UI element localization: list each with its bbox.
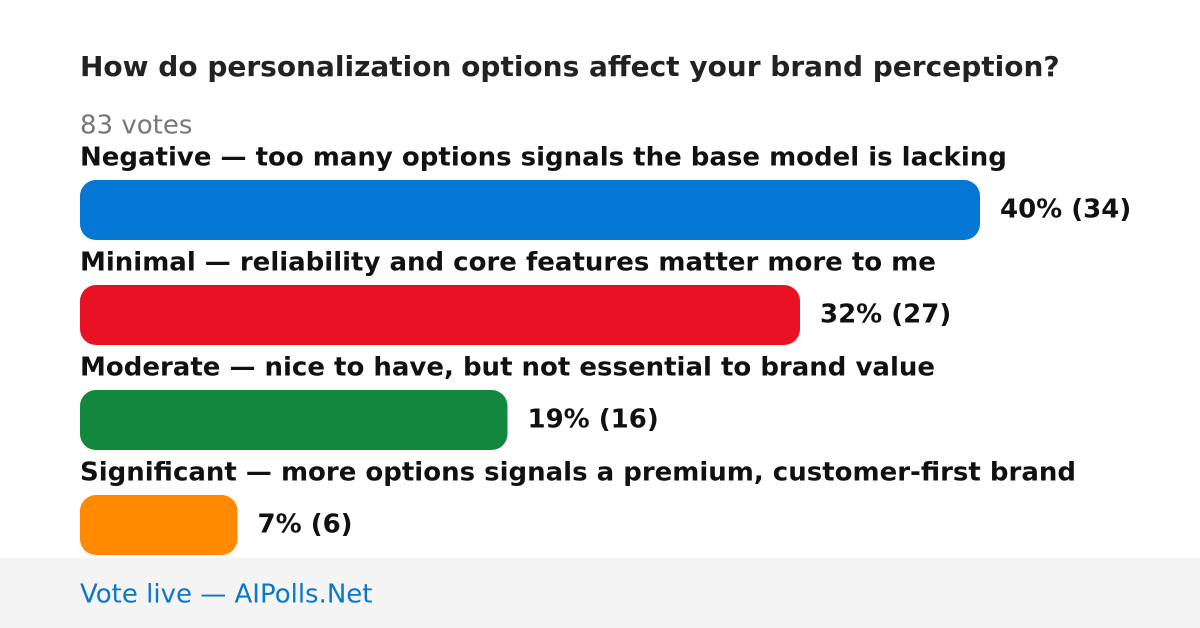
vote-count: 83 votes [80, 111, 192, 141]
option-label: Negative — too many options signals the … [80, 143, 1007, 173]
value-label: 32% (27) [820, 300, 951, 330]
value-label: 19% (16) [528, 405, 659, 435]
poll-title: How do personalization options affect yo… [80, 50, 1060, 83]
bar [80, 390, 508, 450]
option-label: Significant — more options signals a pre… [80, 458, 1076, 488]
footer-band [0, 558, 1200, 628]
value-label: 40% (34) [1000, 195, 1131, 225]
bar [80, 180, 980, 240]
bar [80, 285, 800, 345]
option-label: Moderate — nice to have, but not essenti… [80, 353, 935, 383]
option-label: Minimal — reliability and core features … [80, 248, 936, 278]
footer-link[interactable]: Vote live — AIPolls.Net [80, 580, 373, 610]
value-label: 7% (6) [258, 510, 353, 540]
bar [80, 495, 238, 555]
